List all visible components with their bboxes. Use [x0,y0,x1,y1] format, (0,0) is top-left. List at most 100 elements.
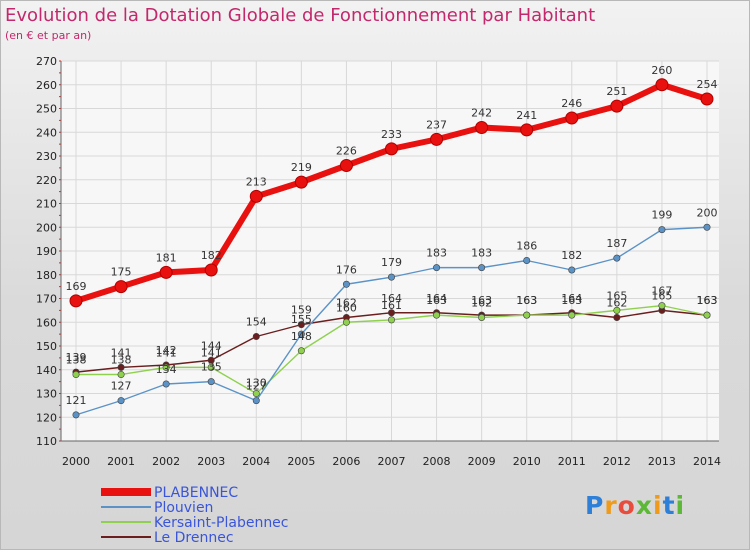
x-tick-label: 2000 [62,455,90,468]
data-point [69,294,83,308]
data-point [339,159,353,172]
data-label: 165 [651,289,672,302]
data-point [613,313,621,321]
data-point [297,330,305,338]
data-label: 127 [246,380,267,393]
data-point [568,266,576,274]
y-tick-label: 230 [36,150,57,163]
data-label: 162 [471,297,492,310]
logo-letter: x [635,491,653,520]
data-point [207,378,215,386]
legend-label: Kersaint-Plabennec [154,515,289,531]
data-label: 135 [201,361,222,374]
data-label: 242 [471,107,492,120]
data-point [655,78,669,92]
data-label: 187 [606,237,627,250]
data-point [433,311,441,319]
data-label: 163 [697,294,718,307]
logo-letter: t [662,491,676,520]
data-point [565,111,579,125]
data-point [658,226,666,234]
chart-title: Evolution de la Dotation Globale de Fonc… [5,5,596,26]
data-label: 183 [426,247,447,260]
data-label: 179 [381,256,402,269]
data-label: 164 [561,292,582,305]
data-label: 251 [606,85,627,98]
data-point [114,280,128,294]
data-label: 226 [336,145,357,158]
x-tick-label: 2002 [152,455,180,468]
data-point [117,370,125,378]
data-label: 163 [561,294,582,307]
y-tick-label: 240 [36,126,57,139]
data-label: 162 [336,297,357,310]
y-tick-label: 130 [36,388,57,401]
data-point [297,347,305,355]
data-point [703,311,711,319]
x-tick-label: 2005 [287,455,315,468]
data-label: 182 [561,249,582,262]
data-label: 237 [426,118,447,131]
data-point [520,123,534,137]
y-tick-label: 180 [36,269,57,282]
data-point [207,356,215,364]
data-label: 134 [156,363,177,376]
x-tick-label: 2009 [468,455,496,468]
x-tick-label: 2006 [332,455,360,468]
y-tick-label: 200 [36,221,57,234]
x-tick-label: 2010 [513,455,541,468]
data-point [297,321,305,329]
data-label: 163 [697,294,718,307]
x-tick-label: 2007 [378,455,406,468]
data-label: 233 [381,128,402,141]
data-label: 163 [516,294,537,307]
data-point [700,92,714,106]
data-point [433,264,441,272]
data-label: 163 [471,294,492,307]
data-label: 186 [516,240,537,253]
y-tick-label: 150 [36,340,57,353]
data-point [478,313,486,321]
y-tick-label: 260 [36,79,57,92]
data-point [159,265,173,279]
logo-letter: r [604,491,618,520]
y-tick-label: 140 [36,364,57,377]
y-tick-label: 190 [36,245,57,258]
legend-label: PLABENNEC [154,485,238,501]
data-label: 164 [426,292,447,305]
data-label: 200 [697,206,718,219]
x-tick-label: 2014 [693,455,721,468]
logo-letter: i [653,491,663,520]
data-point [204,263,218,277]
data-label: 182 [201,249,222,262]
x-tick-label: 2004 [242,455,270,468]
data-point [387,309,395,317]
data-label: 213 [246,175,267,188]
data-point [387,316,395,324]
data-point [342,280,350,288]
data-label: 121 [66,394,87,407]
data-point [703,223,711,231]
data-label: 163 [516,294,537,307]
data-label: 199 [651,209,672,222]
data-point [252,332,260,340]
data-label: 148 [291,330,312,343]
data-label: 165 [606,289,627,302]
data-label: 162 [606,297,627,310]
data-point [478,264,486,272]
data-point [613,254,621,262]
data-label: 144 [201,339,222,352]
y-tick-label: 120 [36,411,57,424]
data-label: 241 [516,109,537,122]
data-point [294,175,308,189]
data-point [117,363,125,371]
data-label: 254 [697,78,718,91]
logo-letter: o [617,491,636,520]
x-tick-label: 2012 [603,455,631,468]
data-label: 164 [381,292,402,305]
data-label: 142 [156,344,177,357]
proxiti-logo: Proxiti [585,491,685,520]
x-tick-label: 2011 [558,455,586,468]
logo-letter: i [675,491,686,520]
